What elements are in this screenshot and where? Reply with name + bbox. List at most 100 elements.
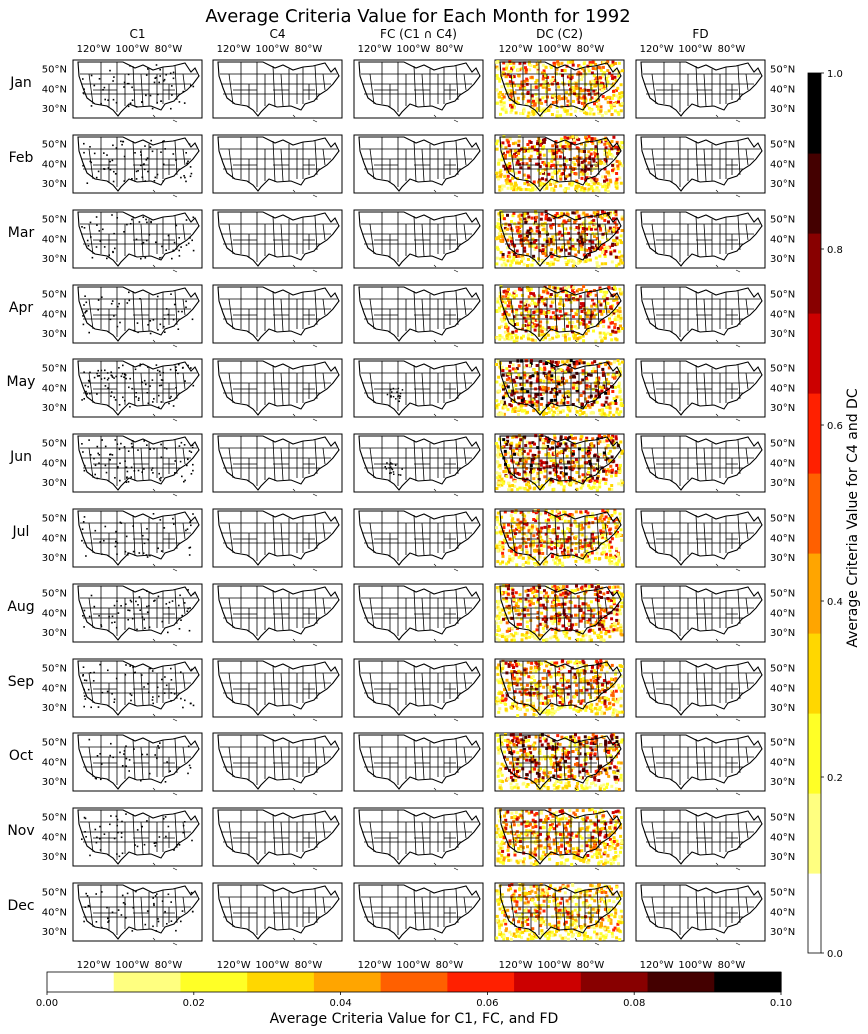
dc-cell	[607, 325, 611, 329]
fc-cell	[390, 388, 392, 391]
dc-cell	[609, 153, 613, 156]
c1-cell	[87, 245, 90, 247]
dc-cell	[564, 176, 568, 180]
dc-cell	[506, 227, 509, 231]
dc-cell	[575, 631, 579, 635]
dc-cell	[567, 460, 570, 464]
dc-cell	[511, 517, 515, 521]
panel-frame	[212, 209, 343, 269]
dc-cell	[519, 241, 523, 245]
dc-cell	[587, 150, 591, 154]
dc-cell	[569, 368, 573, 372]
dc-cell	[515, 229, 519, 233]
dc-cell	[593, 222, 597, 225]
c1-cell	[131, 178, 133, 180]
c1-cell	[90, 594, 93, 597]
dc-cell	[550, 248, 554, 252]
dc-cell	[521, 382, 525, 386]
c1-cell	[149, 385, 151, 387]
dc-cell	[498, 463, 502, 467]
dc-cell	[579, 65, 583, 69]
dc-cell	[594, 149, 598, 153]
dc-cell	[596, 94, 600, 98]
dc-cell	[519, 234, 523, 238]
dc-cell	[543, 252, 547, 256]
dc-cell	[518, 186, 522, 190]
dc-cell	[504, 384, 508, 388]
dc-cell	[545, 288, 549, 292]
dc-cell	[578, 557, 582, 561]
dc-cell	[541, 252, 545, 255]
dc-cell	[550, 512, 554, 516]
dc-cell	[495, 147, 499, 151]
dc-cell	[512, 339, 516, 343]
dc-cell	[613, 562, 617, 566]
dc-cell	[565, 212, 569, 216]
c1-cell	[170, 395, 172, 398]
c1-cell	[147, 683, 149, 685]
c1-cell	[96, 224, 98, 226]
dc-cell	[497, 177, 501, 181]
dc-cell	[506, 73, 510, 77]
dc-cell	[603, 702, 607, 706]
dc-cell	[517, 84, 521, 88]
dc-cell	[526, 264, 529, 268]
dc-cell	[511, 449, 515, 452]
dc-cell	[619, 316, 623, 320]
c1-cell	[192, 216, 195, 219]
dc-cell	[559, 437, 563, 441]
c1-cell	[130, 466, 133, 469]
dc-cell	[578, 359, 582, 363]
dc-cell	[591, 298, 594, 302]
dc-cell	[603, 294, 607, 298]
c1-cell	[83, 626, 85, 628]
dc-cell	[615, 185, 619, 188]
dc-cell	[607, 173, 611, 177]
dc-cell	[581, 89, 585, 93]
c1-cell	[104, 385, 107, 387]
dc-cell	[555, 145, 559, 149]
dc-cell	[580, 73, 584, 77]
dc-cell	[513, 510, 517, 514]
dc-cell	[541, 696, 545, 700]
dc-cell	[564, 248, 568, 252]
dc-cell	[532, 467, 536, 471]
dc-cell	[509, 537, 513, 541]
dc-cell	[593, 225, 597, 229]
dc-cell	[495, 487, 499, 490]
dc-cell	[588, 258, 592, 262]
dc-cell	[527, 529, 531, 533]
dc-cell	[549, 457, 553, 460]
dc-cell	[495, 471, 499, 475]
dc-cell	[521, 556, 525, 560]
dc-cell	[554, 325, 558, 329]
panel-mar-1	[212, 209, 343, 273]
c1-cell	[95, 216, 98, 218]
dc-cell	[568, 337, 571, 341]
dc-cell	[615, 562, 619, 566]
row-label-jun: Jun	[9, 449, 32, 465]
dc-cell	[563, 613, 567, 616]
dc-cell	[535, 78, 539, 82]
dc-cell	[548, 471, 552, 475]
dc-cell	[528, 226, 532, 230]
c1-cell	[161, 245, 163, 248]
dc-cell	[558, 613, 562, 617]
dc-cell	[522, 150, 526, 153]
panel-frame	[353, 358, 484, 418]
dc-cell	[552, 528, 556, 532]
dc-cell	[559, 237, 563, 241]
c1-cell	[169, 368, 172, 371]
dc-cell	[551, 78, 555, 81]
c1-cell	[165, 684, 168, 687]
dc-cell	[549, 293, 553, 296]
dc-cell	[586, 511, 590, 515]
dc-cell	[594, 165, 598, 169]
dc-cell	[564, 595, 567, 599]
dc-cell	[596, 474, 600, 478]
dc-cell	[590, 186, 594, 190]
dc-cell	[607, 611, 611, 615]
c1-cell	[113, 76, 115, 78]
dc-cell	[603, 158, 607, 162]
dc-cell	[585, 172, 589, 176]
